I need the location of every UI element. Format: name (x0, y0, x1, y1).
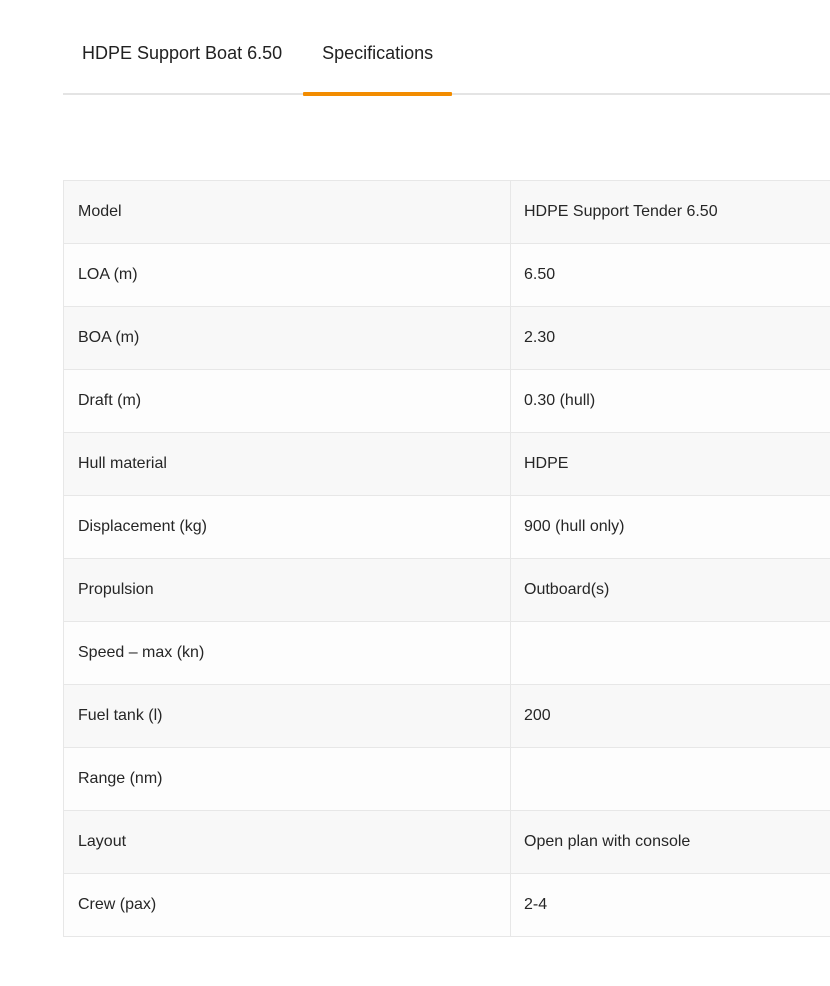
table-row: Layout Open plan with console (63, 810, 830, 874)
spec-label-cell: BOA (m) (63, 306, 511, 370)
tab-specifications-label: Specifications (322, 43, 434, 63)
specifications-table: Model HDPE Support Tender 6.50 LOA (m) 6.50… (63, 180, 830, 937)
spec-label-cell: Crew (pax) (63, 873, 511, 937)
spec-value-cell: 6.50 (510, 243, 830, 307)
spec-value-cell: 200 (510, 684, 830, 748)
spec-label-cell: Hull material (63, 432, 511, 496)
spec-label-cell: Model (63, 180, 511, 244)
spec-label-cell: LOA (m) (63, 243, 511, 307)
table-row: Propulsion Outboard(s) (63, 558, 830, 622)
spec-label-cell: Range (nm) (63, 747, 511, 811)
spec-value-cell: HDPE Support Tender 6.50 (510, 180, 830, 244)
spec-label-cell: Fuel tank (l) (63, 684, 511, 748)
spec-label-cell: Displacement (kg) (63, 495, 511, 559)
spec-value-cell: 2-4 (510, 873, 830, 937)
spec-value-cell: 2.30 (510, 306, 830, 370)
spec-value-cell: 900 (hull only) (510, 495, 830, 559)
spec-value-cell: 0.30 (hull) (510, 369, 830, 433)
tab-hdpe-support-boat-650[interactable]: HDPE Support Boat 6.50 (82, 43, 283, 63)
table-row: Model HDPE Support Tender 6.50 (63, 180, 830, 244)
tab-specifications[interactable]: Specifications (303, 43, 453, 96)
spec-value-cell (510, 621, 830, 685)
spec-label-cell: Speed – max (kn) (63, 621, 511, 685)
table-row: Speed – max (kn) (63, 621, 830, 685)
spec-value-cell: HDPE (510, 432, 830, 496)
tab-bar: HDPE Support Boat 6.50 Specifications (63, 0, 830, 96)
spec-value-cell (510, 747, 830, 811)
active-tab-underline (303, 92, 453, 96)
spec-value-cell: Outboard(s) (510, 558, 830, 622)
spec-label-cell: Layout (63, 810, 511, 874)
content-area: HDPE Support Boat 6.50 Specifications Mo… (63, 0, 830, 937)
table-row: Fuel tank (l) 200 (63, 684, 830, 748)
table-row: Draft (m) 0.30 (hull) (63, 369, 830, 433)
specifications-table-body: Model HDPE Support Tender 6.50 LOA (m) 6.50… (63, 180, 830, 937)
table-row: LOA (m) 6.50 (63, 243, 830, 307)
table-row: Crew (pax) 2-4 (63, 873, 830, 937)
spec-label-cell: Propulsion (63, 558, 511, 622)
table-row: Hull material HDPE (63, 432, 830, 496)
table-row: BOA (m) 2.30 (63, 306, 830, 370)
spec-label-cell: Draft (m) (63, 369, 511, 433)
spec-value-cell: Open plan with console (510, 810, 830, 874)
table-row: Displacement (kg) 900 (hull only) (63, 495, 830, 559)
table-row: Range (nm) (63, 747, 830, 811)
